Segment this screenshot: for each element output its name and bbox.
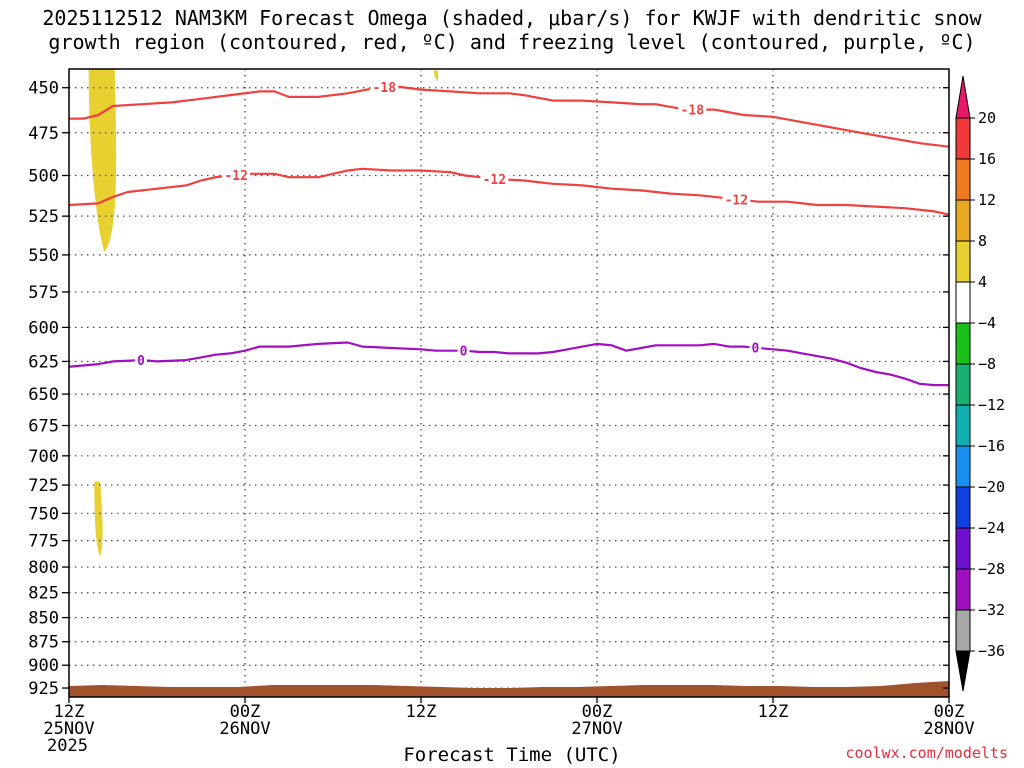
colorbar-bin <box>955 527 971 570</box>
y-tick-label: 525 <box>28 207 59 227</box>
chart-title: 2025112512 NAM3KM Forecast Omega (shaded… <box>0 6 1024 54</box>
colorbar-bottom-arrow <box>955 650 971 692</box>
x-tick-label: 28NOV <box>923 719 974 739</box>
colorbar-bin <box>955 568 971 611</box>
contour-line <box>68 167 950 216</box>
y-tick-label: 650 <box>28 385 59 405</box>
colorbar-bin <box>955 199 971 242</box>
y-tick-label: 725 <box>28 476 59 496</box>
colorbar-bin <box>955 445 971 488</box>
colorbar-label: 8 <box>978 232 987 250</box>
contour-line <box>68 84 950 148</box>
y-tick-label: 850 <box>28 609 59 629</box>
colorbar-label: −4 <box>978 314 996 332</box>
colorbar-bin <box>955 117 971 160</box>
y-tick-label: 900 <box>28 656 59 676</box>
x-tick-label: 12Z <box>54 702 85 722</box>
y-axis-ticks: 450 475 500 525 550 575 600 625 650 675 700 725 750 7… <box>28 79 949 699</box>
colorbar-bin <box>955 363 971 406</box>
colorbar-bin <box>955 281 971 324</box>
x-tick-label: 25NOV <box>43 719 94 739</box>
colorbar-label: −8 <box>978 355 996 373</box>
y-tick-label: 575 <box>28 283 59 303</box>
colorbar-top-arrow <box>955 75 971 119</box>
x-axis-title: Forecast Time (UTC) <box>403 744 621 766</box>
title-line-2: growth region (contoured, red, ºC) and f… <box>48 30 976 54</box>
contour-label-bg <box>134 353 147 368</box>
contour-lines: -18 -18 -12 -12 -12 0 0 0 <box>68 79 950 387</box>
shaded-region <box>88 69 117 252</box>
colorbar-bin <box>955 609 971 652</box>
colorbar-bin <box>955 240 971 283</box>
contour-label-bg <box>222 167 251 182</box>
contour-label: 0 <box>751 342 759 357</box>
contour-label: -18 <box>681 104 705 119</box>
colorbar-label: 4 <box>978 273 987 291</box>
contour-label-bg <box>678 102 707 117</box>
colorbar-label: −16 <box>978 437 1005 455</box>
terrain <box>69 681 949 697</box>
y-tick-label: 675 <box>28 417 59 437</box>
colorbar-bin <box>955 158 971 201</box>
contour-label-bg <box>457 343 470 358</box>
colorbar-label: 12 <box>978 191 996 209</box>
y-tick-label: 475 <box>28 124 59 144</box>
y-tick-label: 750 <box>28 504 59 524</box>
y-tick-label: 500 <box>28 167 59 187</box>
y-tick-label: 925 <box>28 679 59 699</box>
contour-label: -12 <box>483 173 506 188</box>
credit-link[interactable]: coolwx.com/modelts <box>845 744 1008 762</box>
contour-label: 0 <box>137 354 145 369</box>
colorbar-label: 20 <box>978 109 996 127</box>
contour-label: -12 <box>224 169 247 184</box>
x-tick-label: 27NOV <box>571 719 622 739</box>
contour-label: -18 <box>373 81 397 96</box>
contour-label: -12 <box>725 193 748 208</box>
colorbar-label: −20 <box>978 478 1005 496</box>
y-tick-label: 625 <box>28 352 59 372</box>
x-tick-label: 00Z <box>582 702 613 722</box>
contour-label: 0 <box>460 345 468 360</box>
shaded-region <box>94 481 103 557</box>
x-tick-label: 00Z <box>934 702 965 722</box>
shaded-region <box>434 69 439 83</box>
y-tick-label: 600 <box>28 318 59 338</box>
title-line-1: 2025112512 NAM3KM Forecast Omega (shaded… <box>42 6 982 30</box>
colorbar-label: −32 <box>978 601 1005 619</box>
contour-label-bg <box>722 192 751 207</box>
colorbar-label: −12 <box>978 396 1005 414</box>
colorbar-label: 16 <box>978 150 996 168</box>
y-tick-label: 700 <box>28 447 59 467</box>
y-tick-label: 800 <box>28 558 59 578</box>
x-tick-label: 00Z <box>230 702 261 722</box>
x-tick-label: 12Z <box>758 702 789 722</box>
y-tick-label: 825 <box>28 584 59 604</box>
y-tick-label: 450 <box>28 79 59 99</box>
colorbar-label: −24 <box>978 519 1005 537</box>
contour-label-bg <box>370 79 399 94</box>
x-tick-label: 12Z <box>406 702 437 722</box>
x-tick-label: 2025 <box>47 736 88 756</box>
colorbar: 20 16 12 8 4 −4 −8 −12 −16 −20 −24 −28 −32 −36 <box>955 75 1005 692</box>
contour-label-bg <box>749 340 762 355</box>
grid-lines <box>69 69 949 697</box>
y-tick-label: 775 <box>28 532 59 552</box>
plot-frame <box>68 68 950 698</box>
y-tick-label: 550 <box>28 246 59 266</box>
colorbar-label: −36 <box>978 642 1005 660</box>
colorbar-bin <box>955 486 971 529</box>
colorbar-label: −28 <box>978 560 1005 578</box>
y-tick-label: 875 <box>28 633 59 653</box>
colorbar-bin <box>955 404 971 447</box>
x-tick-label: 26NOV <box>219 719 270 739</box>
contour-label-bg <box>480 171 509 186</box>
contour-line <box>68 341 949 387</box>
terrain-fill <box>69 681 949 697</box>
colorbar-bin <box>955 322 971 365</box>
omega-shading <box>88 69 439 557</box>
